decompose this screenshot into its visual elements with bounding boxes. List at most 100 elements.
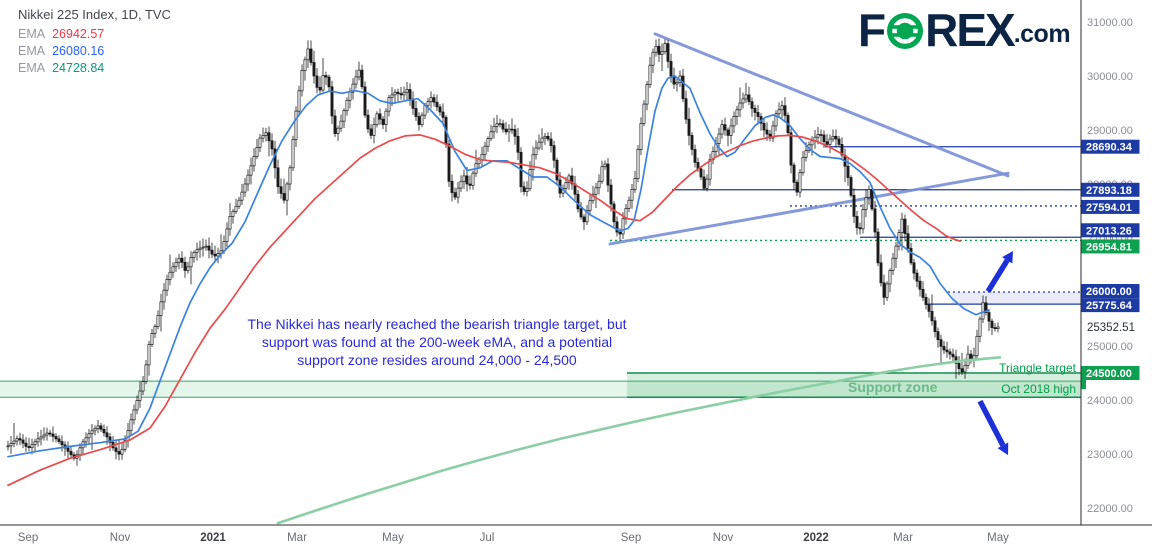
x-axis-label: Nov bbox=[713, 532, 734, 544]
candle-body bbox=[345, 99, 349, 112]
candle-body bbox=[210, 249, 214, 255]
candle-body bbox=[531, 154, 535, 170]
candle-body bbox=[279, 186, 283, 194]
candle-body bbox=[495, 123, 499, 127]
candle-body bbox=[366, 114, 370, 130]
candle-body bbox=[195, 249, 199, 253]
plot-area[interactable] bbox=[0, 32, 1081, 525]
candle-body bbox=[360, 69, 364, 88]
candle-body bbox=[918, 280, 922, 290]
candle-body bbox=[318, 86, 322, 91]
candle-body bbox=[357, 69, 361, 78]
candle-body bbox=[828, 138, 832, 145]
upper-triangle-trendline[interactable] bbox=[653, 32, 1010, 178]
candle-body bbox=[114, 447, 118, 452]
candle-body bbox=[177, 257, 181, 263]
candle-body bbox=[783, 105, 787, 116]
candle-body bbox=[351, 83, 355, 93]
candle-body bbox=[984, 302, 988, 313]
candle-body bbox=[633, 178, 637, 190]
candle-body bbox=[957, 362, 961, 370]
candle-body bbox=[465, 175, 469, 185]
symbol-title: Nikkei 225 Index, 1D, TVC bbox=[18, 7, 171, 22]
candle-body bbox=[780, 105, 784, 111]
candle-body bbox=[468, 183, 472, 186]
candle-body bbox=[393, 91, 397, 96]
candle-body bbox=[120, 448, 124, 455]
candle-body bbox=[126, 430, 130, 442]
candle-body bbox=[159, 301, 163, 316]
candle-body bbox=[456, 187, 460, 198]
candle-body bbox=[384, 110, 388, 125]
candle-body bbox=[630, 189, 634, 201]
candle-body bbox=[660, 51, 664, 55]
candle-body bbox=[846, 165, 850, 178]
candle-body bbox=[447, 143, 451, 182]
candle-body bbox=[450, 180, 454, 193]
candle-body bbox=[228, 216, 232, 230]
candle-body bbox=[240, 191, 244, 201]
candle-body bbox=[777, 109, 781, 115]
candle-body bbox=[741, 98, 745, 104]
candle-body bbox=[906, 233, 910, 249]
candle-body bbox=[342, 110, 346, 122]
logo-coin-icon bbox=[886, 12, 924, 50]
candle-body bbox=[489, 131, 493, 139]
ema-value-green: 24728.84 bbox=[52, 61, 105, 75]
candle-body bbox=[90, 430, 94, 435]
candle-body bbox=[720, 124, 724, 135]
candle-body bbox=[36, 438, 40, 443]
price-badge-text: 26954.81 bbox=[1086, 241, 1132, 253]
candle-body bbox=[168, 271, 172, 280]
candle-body bbox=[915, 272, 919, 282]
candle-body bbox=[327, 76, 331, 88]
candle-body bbox=[162, 289, 166, 303]
ema-200-week-green-line bbox=[276, 355, 1002, 525]
candle-body bbox=[615, 221, 619, 233]
candle-body bbox=[48, 432, 52, 435]
candle-body bbox=[879, 262, 883, 284]
candle-body bbox=[354, 76, 358, 85]
candle-body bbox=[534, 147, 538, 156]
candle-body bbox=[978, 318, 982, 337]
candle-body bbox=[960, 368, 964, 373]
candle-body bbox=[432, 97, 436, 103]
candle-body bbox=[885, 283, 889, 298]
candle-body bbox=[912, 262, 916, 274]
candle-body bbox=[831, 135, 835, 140]
candle-body bbox=[639, 123, 643, 150]
candle-body bbox=[810, 140, 814, 146]
candle-body bbox=[150, 333, 154, 345]
candle-body bbox=[459, 181, 463, 189]
candle-body bbox=[726, 129, 730, 136]
candle-body bbox=[390, 94, 394, 98]
candle-body bbox=[942, 346, 946, 351]
candle-body bbox=[201, 246, 205, 249]
price-axis[interactable]: 31000.0030000.0029000.0028000.0027000.00… bbox=[1081, 17, 1140, 515]
candle-body bbox=[837, 138, 841, 145]
ema-value-red: 26942.57 bbox=[52, 27, 105, 41]
bearish-arrow bbox=[977, 399, 1006, 447]
candle-body bbox=[300, 70, 304, 92]
candle-body bbox=[348, 91, 352, 101]
candle-body bbox=[666, 43, 670, 62]
candle-body bbox=[426, 101, 430, 107]
candle-body bbox=[441, 111, 445, 118]
candle-body bbox=[30, 444, 34, 448]
candle-body bbox=[207, 245, 211, 251]
candle-body bbox=[6, 445, 10, 448]
candlestick-series bbox=[6, 38, 1000, 466]
logo-rex: REX bbox=[925, 4, 1016, 56]
candle-body bbox=[606, 163, 610, 186]
lower-triangle-trendline[interactable] bbox=[608, 171, 1010, 246]
candle-body bbox=[420, 114, 424, 125]
candle-body bbox=[396, 91, 400, 94]
candle-body bbox=[969, 353, 973, 360]
candle-body bbox=[723, 124, 727, 131]
time-axis[interactable]: Sep Nov 2021 Mar May Jul Sep Nov 2022 Mar May bbox=[18, 532, 1009, 544]
candle-body bbox=[198, 247, 202, 251]
candle-body bbox=[138, 390, 142, 401]
candle-body bbox=[96, 425, 100, 429]
candle-body bbox=[876, 231, 880, 264]
